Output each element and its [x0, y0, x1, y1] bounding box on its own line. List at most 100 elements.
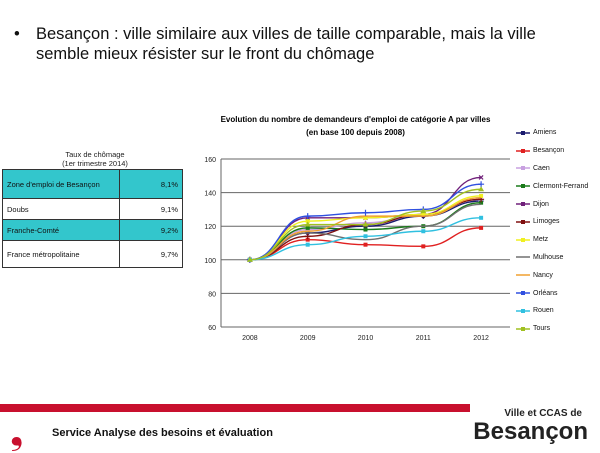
- bullet-dot: •: [14, 25, 20, 43]
- legend-swatch-icon: [516, 326, 530, 331]
- footer-red-bar: [0, 404, 470, 412]
- legend-item: Amiens: [516, 124, 588, 142]
- data-point: [362, 209, 369, 216]
- chart-title-text: Evolution du nombre de demandeurs d'empl…: [220, 115, 491, 124]
- y-tick-label: 120: [204, 224, 216, 231]
- legend-item: Tours: [516, 320, 588, 338]
- line-chart: 60 80 100 120 140 160 2008 2009 2010 2011 2012: [204, 157, 510, 342]
- data-point: [304, 213, 311, 220]
- unemployment-table: Zone d'emploi de Besançon 8,1% Doubs 9,1% …: [2, 169, 183, 268]
- brand-small: Ville et CCAS de: [504, 408, 582, 419]
- row-value: 9,7%: [119, 240, 183, 268]
- table-row: France métropolitaine 9,7%: [2, 240, 183, 268]
- x-tick-label: 2011: [416, 335, 431, 342]
- data-point: [479, 200, 484, 205]
- legend-swatch-icon: [516, 291, 530, 296]
- data-point: [305, 225, 310, 230]
- table-title: Taux de chômage (1er trimestre 2014): [0, 150, 190, 168]
- data-point: [478, 175, 484, 180]
- data-point: [305, 242, 310, 247]
- legend-label: Mulhouse: [533, 253, 564, 261]
- data-point: [304, 233, 311, 240]
- data-point: [304, 221, 311, 227]
- bullet-point: • Besançon : ville similaire aux villes d…: [14, 24, 574, 64]
- logo-swirl-icon: ❟: [10, 413, 24, 453]
- y-tick-label: 100: [204, 258, 216, 265]
- legend-label: Rouen: [533, 307, 554, 315]
- y-tick-label: 160: [204, 157, 216, 164]
- table-title-line2: (1er trimestre 2014): [62, 159, 128, 168]
- data-point: [363, 234, 368, 239]
- series-line-mulhouse: [249, 203, 482, 261]
- row-value: 9,2%: [119, 219, 183, 241]
- legend-item: Limoges: [516, 213, 588, 231]
- row-label: Franche-Comté: [2, 219, 120, 241]
- legend-swatch-icon: [516, 274, 530, 277]
- legend-item: Metz: [516, 231, 588, 249]
- legend-item: Clermont-Ferrand: [516, 177, 588, 195]
- legend-item: Orléans: [516, 284, 588, 302]
- legend-item: Besançon: [516, 142, 588, 160]
- legend-swatch-icon: [516, 237, 530, 242]
- data-point: [363, 215, 368, 220]
- data-point: [479, 215, 484, 220]
- legend-label: Amiens: [533, 129, 557, 137]
- chart-legend: Amiens Besançon Caen Clermont-Ferrand Dijon L…: [516, 124, 588, 338]
- data-point: [479, 193, 484, 198]
- brand-logo: Besançon: [473, 418, 588, 445]
- table-title-line1: Taux de chômage: [65, 150, 125, 159]
- legend-item: Rouen: [516, 302, 588, 320]
- chart-title: Evolution du nombre de demandeurs d'empl…: [198, 113, 513, 139]
- data-point: [479, 225, 484, 230]
- footer-text: Service Analyse des besoins et évaluatio…: [52, 427, 273, 439]
- table-row: Franche-Comté 9,2%: [2, 219, 183, 241]
- legend-swatch-icon: [516, 130, 530, 135]
- data-point: [305, 219, 310, 224]
- data-point: [421, 244, 426, 249]
- data-point: [478, 186, 485, 192]
- legend-swatch-icon: [516, 308, 530, 313]
- legend-item: Caen: [516, 160, 588, 178]
- y-tick-label: 80: [208, 291, 216, 298]
- row-value: 8,1%: [119, 169, 183, 199]
- legend-label: Limoges: [533, 218, 560, 226]
- data-point: [420, 208, 427, 214]
- legend-label: Clermont-Ferrand: [533, 182, 589, 190]
- data-point: [421, 212, 426, 217]
- data-point: [305, 237, 310, 242]
- y-tick-label: 60: [208, 325, 216, 332]
- chart-subtitle: (en base 100 depuis 2008): [306, 128, 405, 137]
- legend-label: Orléans: [533, 289, 558, 297]
- x-tick-label: 2009: [300, 335, 316, 342]
- legend-label: Dijon: [533, 200, 549, 208]
- data-point: [421, 229, 426, 234]
- data-point: [246, 256, 253, 262]
- y-tick-label: 140: [204, 191, 216, 198]
- legend-swatch-icon: [516, 219, 530, 224]
- legend-label: Tours: [533, 325, 551, 333]
- table-row: Doubs 9,1%: [2, 198, 183, 220]
- legend-label: Metz: [533, 236, 549, 244]
- legend-label: Nancy: [533, 271, 553, 279]
- data-point: [478, 181, 485, 188]
- legend-swatch-icon: [516, 148, 530, 153]
- legend-swatch-icon: [516, 184, 530, 189]
- table-row: Zone d'emploi de Besançon 8,1%: [2, 169, 183, 199]
- row-label: Zone d'emploi de Besançon: [2, 169, 120, 199]
- legend-swatch-icon: [516, 202, 530, 207]
- data-point: [363, 242, 368, 247]
- legend-item: Dijon: [516, 195, 588, 213]
- series-line-nancy: [249, 196, 482, 261]
- bullet-text: Besançon : ville similaire aux villes de…: [36, 25, 536, 63]
- legend-item: Nancy: [516, 266, 588, 284]
- legend-label: Besançon: [533, 147, 565, 155]
- legend-swatch-icon: [516, 166, 530, 171]
- x-tick-label: 2008: [242, 335, 258, 342]
- row-label: France métropolitaine: [2, 240, 120, 268]
- legend-swatch-icon: [516, 256, 530, 259]
- legend-label: Caen: [533, 164, 550, 172]
- row-value: 9,1%: [119, 198, 183, 220]
- row-label: Doubs: [2, 198, 120, 220]
- data-point: [363, 227, 368, 232]
- legend-item: Mulhouse: [516, 249, 588, 267]
